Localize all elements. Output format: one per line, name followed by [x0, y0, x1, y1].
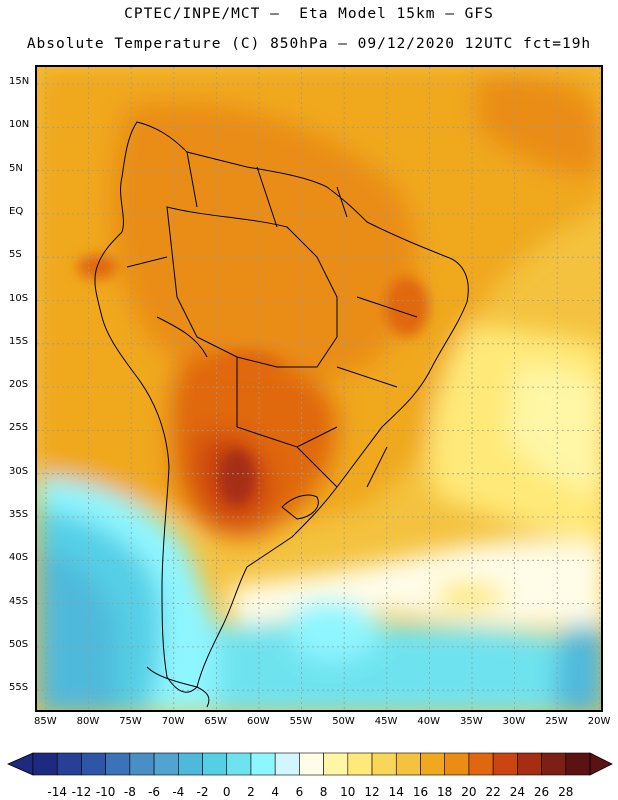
colorbar-swatch	[323, 752, 349, 776]
lon-label-80w: 80W	[76, 716, 100, 727]
map-title-line-2: Absolute Temperature (C) 850hPa – 09/12/…	[26, 36, 592, 52]
colorbar-tick-label: 28	[558, 785, 574, 799]
colorbar-tick-label: -6	[148, 785, 161, 799]
lat-label-30s: 30S	[9, 465, 29, 477]
colorbar-tick-label: -14	[47, 785, 68, 799]
lon-label-25w: 25W	[545, 716, 568, 727]
colorbar-right-arrow	[589, 752, 613, 776]
lon-label-20w: 20W	[587, 716, 611, 727]
colorbar-tick-label: 22	[485, 785, 501, 799]
lon-label-45w: 45W	[374, 716, 398, 727]
temperature-field-svg	[37, 67, 601, 710]
colorbar-swatch	[32, 752, 58, 776]
colorbar-swatch	[347, 752, 373, 776]
lat-label-50s: 50S	[9, 638, 29, 650]
colorbar-swatch	[371, 752, 397, 776]
colorbar-tick-label: 6	[295, 785, 304, 799]
temperature-colorbar	[7, 752, 613, 776]
lat-label-55s: 55S	[9, 682, 29, 694]
lat-label-eq: EQ	[9, 205, 24, 217]
lon-label-70w: 70W	[161, 716, 185, 727]
lat-label-10s: 10S	[9, 292, 29, 304]
colorbar-swatch	[299, 752, 324, 776]
lat-label-15n: 15N	[9, 76, 30, 87]
colorbar-swatch	[81, 752, 106, 776]
temperature-map[interactable]	[35, 65, 603, 712]
colorbar-tick-label: -8	[123, 785, 136, 799]
colorbar-swatch	[517, 752, 542, 776]
lon-label-30w: 30W	[502, 716, 526, 727]
colorbar-tick-label: -2	[196, 785, 209, 799]
colorbar-tick-label: 16	[412, 785, 429, 799]
colorbar-swatch	[541, 752, 567, 776]
colorbar-swatch	[565, 752, 591, 776]
lat-label-35s: 35S	[9, 509, 29, 520]
colorbar-tick-label: 0	[222, 785, 231, 799]
colorbar-swatch	[444, 752, 470, 776]
colorbar-tick-label: 14	[388, 785, 404, 799]
colorbar-tick-label: 18	[437, 785, 453, 799]
colorbar-swatch	[56, 752, 82, 776]
colorbar-tick-label: -4	[172, 785, 185, 799]
lat-label-5n: 5N	[9, 162, 23, 174]
colorbar-swatch	[178, 752, 203, 776]
colorbar-tick-label: 20	[461, 785, 477, 799]
colorbar-tick-label: 4	[271, 785, 279, 799]
colorbar-tick-label: 26	[533, 785, 550, 799]
lat-label-45s: 45S	[9, 595, 29, 607]
colorbar-swatch	[202, 752, 228, 776]
colorbar-tick-label: 24	[509, 785, 525, 799]
lat-label-20s: 20S	[9, 379, 29, 391]
map-title-line-1: CPTEC/INPE/MCT – Eta Model 15km – GFS	[124, 6, 494, 22]
lon-label-65w: 65W	[204, 716, 228, 727]
lat-label-40s: 40S	[9, 552, 29, 564]
lat-label-15s: 15S	[9, 335, 29, 347]
temperature-field-bands	[37, 67, 601, 710]
colorbar-swatch	[129, 752, 155, 776]
colorbar-swatch	[153, 752, 179, 776]
colorbar-tick-label: 2	[247, 785, 255, 799]
lon-label-60w: 60W	[247, 716, 270, 727]
lon-label-50w: 50W	[332, 716, 355, 727]
colorbar-swatch	[274, 752, 300, 776]
coastline-and-borders	[94, 121, 469, 708]
colorbar-tick-label: 10	[340, 785, 356, 799]
lon-label-40w: 40W	[417, 716, 441, 727]
colorbar-tick-label: -10	[95, 785, 116, 799]
colorbar-swatch	[105, 752, 131, 776]
colorbar-left-arrow	[7, 752, 34, 776]
lat-label-25s: 25S	[9, 422, 29, 434]
colorbar-swatch	[250, 752, 276, 776]
colorbar-tick-label: 12	[364, 785, 380, 799]
temperature-field-details	[77, 255, 429, 505]
lon-label-35w: 35W	[460, 716, 483, 727]
lat-label-5s: 5S	[9, 249, 22, 261]
lon-label-85w: 85W	[34, 716, 57, 727]
colorbar-swatch	[395, 752, 421, 776]
colorbar-tick-label: 8	[319, 785, 328, 799]
colorbar-swatch	[468, 752, 494, 776]
lat-label-10n: 10N	[9, 119, 30, 131]
colorbar-swatch	[226, 752, 252, 776]
colorbar-swatch	[420, 752, 445, 776]
colorbar-swatch	[492, 752, 518, 776]
lon-label-75w: 75W	[119, 716, 142, 727]
colorbar-tick-label: -12	[71, 785, 92, 799]
lon-label-55w: 55W	[289, 716, 313, 727]
